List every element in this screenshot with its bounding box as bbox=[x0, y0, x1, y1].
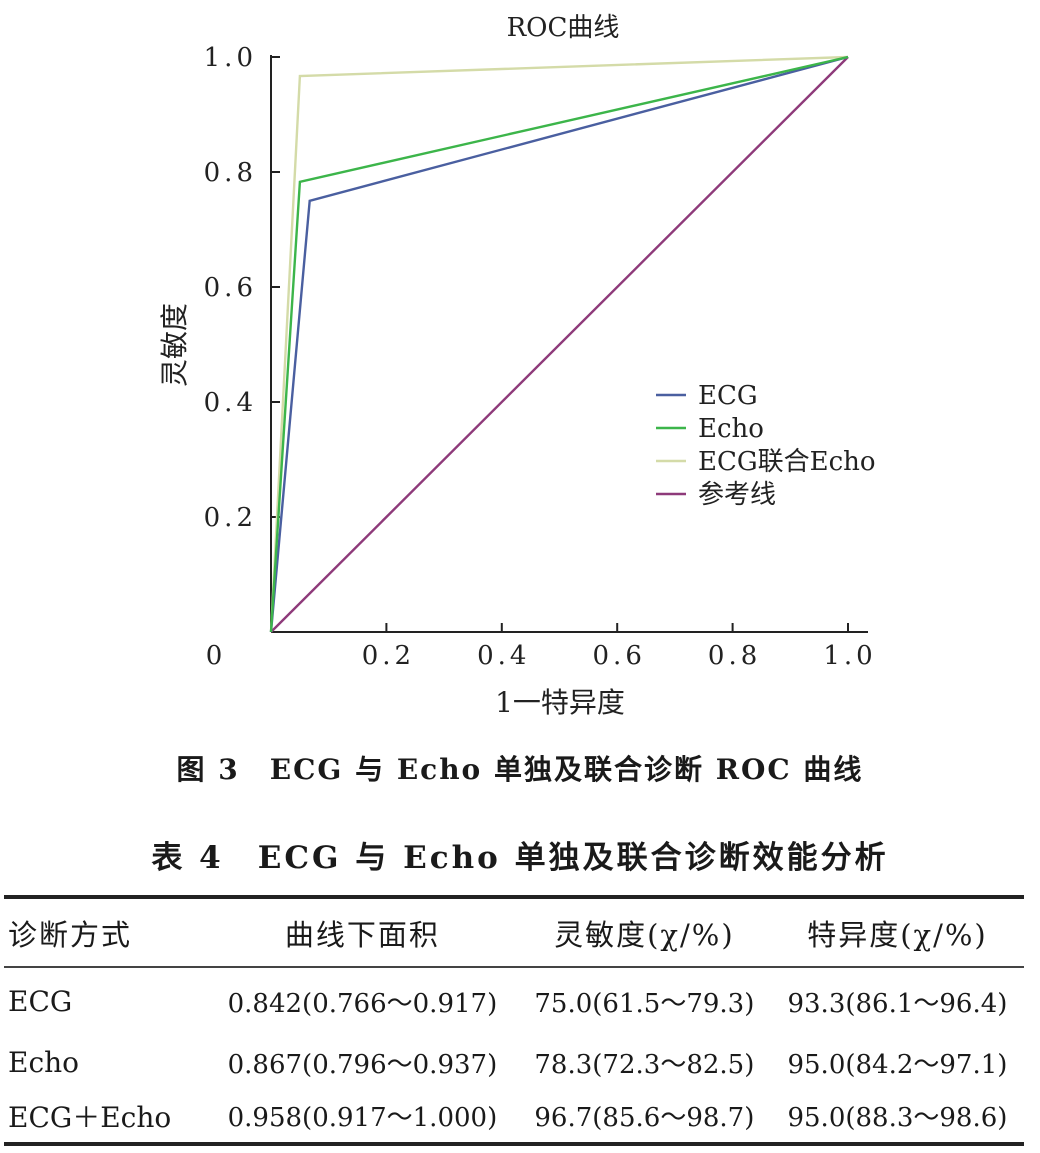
x-tick-label: 0.4 bbox=[477, 641, 530, 671]
cell-specificity: 95.0(88.3～98.6) bbox=[787, 1103, 1008, 1133]
table-caption: 表 4 ECG 与 Echo 单独及联合诊断效能分析 bbox=[151, 840, 889, 876]
series-line-2 bbox=[269, 55, 849, 633]
cell-auc: 0.958(0.917～1.000) bbox=[227, 1103, 498, 1133]
efficacy-table: 诊断方式 曲线下面积 灵敏度(χ/%) 特异度(χ/%) ECG 0.842(0… bbox=[4, 899, 1024, 1142]
cell-sensitivity: 75.0(61.5～79.3) bbox=[534, 988, 755, 1019]
roc-chart: ROC曲线 0.2 0.4 0.6 0.8 1.0 0.2 0.4 0.6 0.8 1.0 0 1一… bbox=[158, 13, 876, 719]
series-line-0 bbox=[269, 55, 849, 633]
legend-label: ECG bbox=[698, 381, 758, 411]
figure-caption: 图 3 ECG 与 Echo 单独及联合诊断 ROC 曲线 bbox=[176, 753, 864, 786]
legend-label: 参考线 bbox=[698, 480, 776, 510]
legend-label: ECG联合Echo bbox=[698, 447, 876, 477]
cell-auc: 0.842(0.766～0.917) bbox=[227, 988, 498, 1019]
cell-method: ECG＋Echo bbox=[8, 1100, 172, 1134]
table-row: Echo 0.867(0.796～0.937) 78.3(72.3～82.5) … bbox=[4, 1036, 1024, 1089]
x-tick-label-origin: 0 bbox=[206, 641, 227, 671]
cell-specificity: 93.3(86.1～96.4) bbox=[787, 988, 1008, 1019]
x-tick-label: 0.6 bbox=[593, 641, 646, 671]
table-header-row: 诊断方式 曲线下面积 灵敏度(χ/%) 特异度(χ/%) bbox=[4, 899, 1024, 966]
x-tick-label: 0.8 bbox=[708, 641, 761, 671]
header-auc: 曲线下面积 bbox=[284, 917, 440, 952]
cell-method: ECG bbox=[8, 984, 73, 1018]
series-line-3 bbox=[270, 56, 849, 633]
series-layer bbox=[269, 55, 849, 633]
header-method: 诊断方式 bbox=[8, 917, 133, 952]
header-sensitivity: 灵敏度(χ/%) bbox=[554, 917, 735, 952]
table-top-rule bbox=[4, 895, 1024, 899]
axes: 0.2 0.4 0.6 0.8 1.0 0.2 0.4 0.6 0.8 1.0 0 bbox=[204, 43, 876, 671]
table-row: ECG 0.842(0.766～0.917) 75.0(61.5～79.3) 9… bbox=[4, 966, 1024, 1036]
table-header-rule bbox=[4, 966, 1024, 968]
series-line-1 bbox=[269, 55, 849, 633]
chart-title: ROC曲线 bbox=[507, 13, 620, 43]
y-tick-label: 0.8 bbox=[204, 158, 257, 188]
y-tick-label: 0.6 bbox=[204, 273, 257, 303]
header-specificity: 特异度(χ/%) bbox=[807, 917, 988, 952]
x-tick-label: 0.2 bbox=[362, 641, 415, 671]
table-row: ECG＋Echo 0.958(0.917～1.000) 96.7(85.6～98… bbox=[4, 1089, 1024, 1142]
legend-label: Echo bbox=[698, 414, 764, 444]
y-tick-label: 1.0 bbox=[204, 43, 257, 73]
y-axis-label: 灵敏度 bbox=[158, 303, 191, 387]
cell-method: Echo bbox=[8, 1046, 80, 1079]
cell-specificity: 95.0(84.2～97.1) bbox=[787, 1050, 1008, 1080]
cell-sensitivity: 96.7(85.6～98.7) bbox=[534, 1103, 755, 1133]
table-bottom-rule bbox=[4, 1142, 1024, 1146]
x-tick-label: 1.0 bbox=[823, 641, 876, 671]
x-axis-label: 1一特异度 bbox=[495, 686, 625, 719]
cell-auc: 0.867(0.796～0.937) bbox=[227, 1050, 498, 1080]
cell-sensitivity: 78.3(72.3～82.5) bbox=[534, 1050, 755, 1080]
y-tick-label: 0.2 bbox=[204, 503, 257, 533]
y-tick-label: 0.4 bbox=[204, 388, 257, 418]
